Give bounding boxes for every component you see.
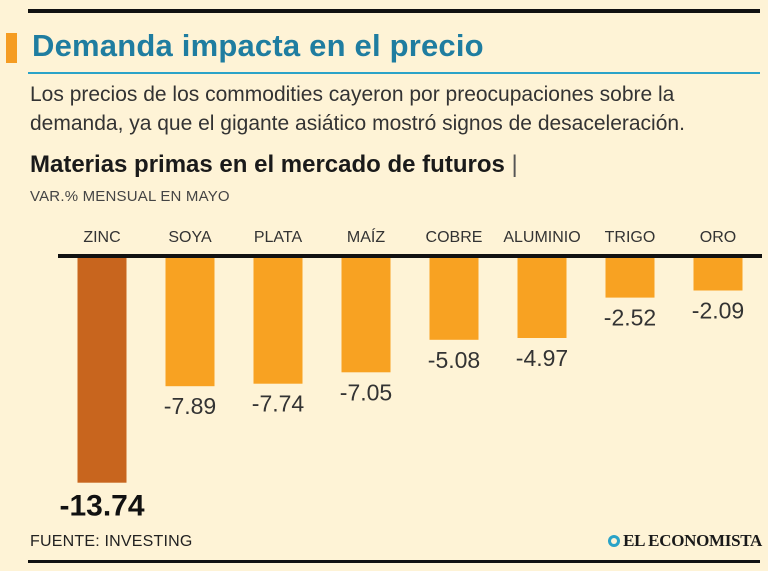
- chart-title: Materias primas en el mercado de futuros…: [30, 151, 518, 179]
- chart-unit-label: VAR.% MENSUAL EN MAYO: [30, 188, 230, 205]
- value-label: -2.52: [604, 305, 656, 331]
- page-subtitle: Los precios de los commodities cayeron p…: [30, 83, 685, 135]
- chart-title-separator: |: [511, 151, 518, 178]
- bar-oro: [693, 256, 743, 291]
- category-label: ORO: [700, 229, 736, 246]
- bar-aluminio: [517, 256, 567, 338]
- bar-zinc: [77, 256, 127, 483]
- bar-plata: [253, 256, 303, 384]
- value-label: -7.89: [164, 393, 216, 419]
- category-label: PLATA: [254, 229, 303, 246]
- top-rule: [28, 9, 760, 13]
- title-rule: [28, 72, 760, 74]
- logo-text: EL ECONOMISTA: [623, 531, 762, 550]
- page-title: Demanda impacta en el precio: [32, 28, 484, 63]
- value-label: -13.74: [59, 490, 144, 523]
- bottom-rule: [28, 560, 760, 563]
- category-label: ZINC: [83, 229, 120, 246]
- chart-value-labels: -13.74 -7.89 -7.74 -7.05 -5.08 -4.97 -2.52 -2.0…: [59, 298, 744, 523]
- category-label: ALUMINIO: [503, 229, 580, 246]
- value-label: -5.08: [428, 347, 480, 373]
- category-label: MAÍZ: [347, 227, 385, 246]
- category-label: COBRE: [426, 229, 483, 246]
- chart-category-labels: ZINC SOYA PLATA MAÍZ COBRE ALUMINIO TRIGO ORO: [83, 227, 736, 246]
- publisher-logo: EL ECONOMISTA: [608, 531, 762, 551]
- bar-maíz: [341, 256, 391, 373]
- bar-cobre: [429, 256, 479, 340]
- value-label: -2.09: [692, 298, 744, 324]
- el-economista-logo-icon: [608, 535, 621, 547]
- bar-trigo: [605, 256, 655, 298]
- category-label: TRIGO: [605, 229, 656, 246]
- category-label: SOYA: [168, 229, 212, 246]
- value-label: -4.97: [516, 345, 568, 371]
- value-label: -7.74: [252, 391, 305, 417]
- title-accent-bar: [6, 33, 17, 63]
- bar-soya: [165, 256, 215, 387]
- chart-bars: [77, 256, 743, 483]
- source-note: FUENTE: INVESTING: [30, 533, 193, 550]
- value-label: -7.05: [340, 379, 392, 405]
- chart-title-text: Materias primas en el mercado de futuros: [30, 151, 505, 178]
